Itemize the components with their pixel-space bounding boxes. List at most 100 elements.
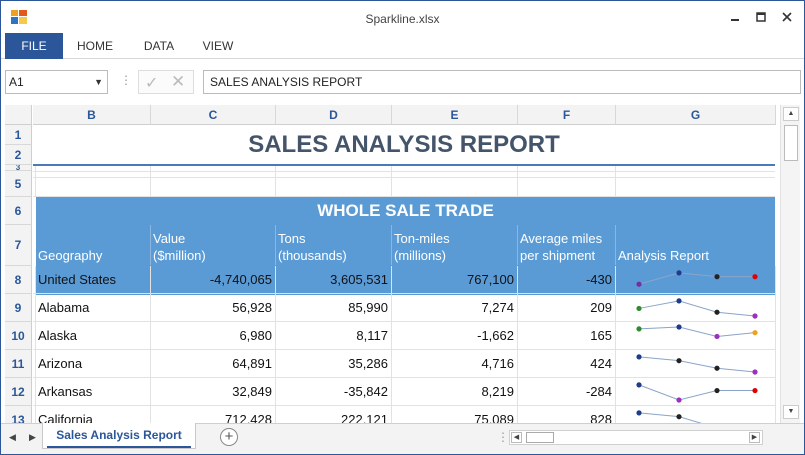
sparkline-marker [676, 397, 682, 403]
cell-analysis-report[interactable] [615, 322, 775, 350]
sparkline-marker [636, 305, 642, 312]
cell-analysis-report[interactable] [615, 406, 775, 423]
row-header-13[interactable]: 13 [5, 406, 32, 423]
cell-ton-miles[interactable]: -1,662 [477, 328, 514, 343]
gridline [150, 266, 151, 423]
cell-tons[interactable]: 3,605,531 [330, 272, 388, 287]
cell-geography[interactable]: Arkansas [38, 384, 93, 399]
cell-ton-miles[interactable]: 7,274 [481, 300, 514, 315]
row-header-3[interactable]: 3 [5, 165, 32, 171]
cell-geography[interactable]: United States [38, 272, 117, 287]
cell-tons[interactable]: 222,121 [341, 412, 388, 423]
sparkline [636, 324, 758, 340]
row-header-11[interactable]: 11 [5, 350, 32, 378]
tab-home[interactable]: HOME [77, 39, 113, 53]
cell-analysis-report[interactable] [615, 294, 775, 322]
vertical-scrollbar[interactable]: ▲ ▼ [780, 105, 800, 423]
column-header-g[interactable]: G [616, 105, 776, 125]
check-icon[interactable]: ✓ [145, 75, 159, 92]
add-sheet-icon[interactable]: + [220, 428, 238, 446]
cell-value[interactable]: 64,891 [232, 356, 272, 371]
cell-average-miles[interactable]: -430 [585, 272, 612, 287]
scroll-thumb[interactable] [784, 125, 798, 161]
maximize-button[interactable] [749, 7, 773, 27]
header-value-text: Value ($million) [153, 231, 206, 263]
row-header-12[interactable]: 12 [5, 378, 32, 406]
cell-tons[interactable]: 85,990 [348, 300, 388, 315]
column-header-b[interactable]: B [33, 105, 151, 125]
column-header-d[interactable]: D [276, 105, 392, 125]
row-header-10[interactable]: 10 [5, 322, 32, 350]
formula-input[interactable]: SALES ANALYSIS REPORT [203, 70, 801, 94]
header-analysis-report[interactable]: Analysis Report [615, 225, 775, 265]
cell-ton-miles[interactable]: 8,219 [481, 384, 514, 399]
scroll-left-icon[interactable]: ◀ [511, 432, 522, 443]
gridline [615, 266, 616, 423]
header-average-miles[interactable]: Average miles per shipment [517, 225, 615, 265]
header-average-miles-text: Average miles per shipment [520, 231, 603, 263]
row-header-9[interactable]: 9 [5, 294, 32, 322]
cell-geography[interactable]: Alabama [38, 300, 90, 315]
worksheet-grid[interactable]: B C D E F G 1 2 3 5 6 7 8 9 10 11 12 13 … [5, 105, 780, 423]
cell-ton-miles[interactable]: 75,089 [474, 412, 514, 423]
close-button[interactable] [775, 7, 799, 27]
report-title[interactable]: SALES ANALYSIS REPORT [33, 125, 775, 165]
name-box[interactable]: A1 ▼ [5, 70, 108, 94]
cell-value[interactable]: 32,849 [232, 384, 272, 399]
scroll-up-icon[interactable]: ▲ [783, 107, 799, 121]
cell-value[interactable]: 6,980 [239, 328, 272, 343]
cell-value[interactable]: 56,928 [232, 300, 272, 315]
select-all-corner[interactable] [5, 105, 32, 125]
cell-geography[interactable]: California [38, 412, 93, 423]
cell-average-miles[interactable]: 424 [590, 356, 612, 371]
cell-geography[interactable]: Alaska [38, 328, 78, 343]
cell-average-miles[interactable]: 165 [590, 328, 612, 343]
cell-value[interactable]: 712,428 [225, 412, 272, 423]
cell-analysis-report[interactable] [615, 266, 775, 294]
table-band-title[interactable]: WHOLE SALE TRADE [317, 201, 494, 220]
header-ton-miles[interactable]: Ton-miles (millions) [391, 225, 517, 265]
header-geography[interactable]: Geography [36, 225, 150, 265]
sparkline-marker [714, 274, 720, 280]
cell-average-miles[interactable]: 828 [590, 412, 612, 423]
column-header-f[interactable]: F [518, 105, 616, 125]
cell-ton-miles[interactable]: 767,100 [467, 272, 514, 287]
cell-geography[interactable]: Arizona [38, 356, 83, 371]
sparkline-marker [676, 324, 682, 330]
tab-data[interactable]: DATA [143, 39, 175, 53]
cell-tons[interactable]: 8,117 [356, 328, 388, 343]
cell-ton-miles[interactable]: 4,716 [481, 356, 514, 371]
row-header-8[interactable]: 8 [5, 266, 32, 294]
header-value[interactable]: Value ($million) [150, 225, 275, 265]
scroll-right-icon[interactable]: ▶ [749, 432, 760, 443]
sparkline-marker [676, 414, 682, 420]
cell-analysis-report[interactable] [615, 378, 775, 406]
cell-value[interactable]: -4,740,065 [209, 272, 272, 287]
cell-tons[interactable]: -35,842 [343, 384, 388, 399]
tab-file[interactable]: FILE [5, 33, 63, 59]
row-header-1[interactable]: 1 [5, 125, 32, 145]
scroll-thumb[interactable] [526, 432, 554, 443]
row-header-7[interactable]: 7 [5, 225, 32, 266]
sheet-next-icon[interactable]: ▶ [29, 432, 36, 442]
scroll-down-icon[interactable]: ▼ [783, 405, 799, 419]
row-header-5[interactable]: 5 [5, 171, 32, 197]
gridline [391, 266, 392, 423]
column-header-e[interactable]: E [392, 105, 518, 125]
sparkline [636, 270, 758, 287]
sheet-tab-sales-analysis-report[interactable]: Sales Analysis Report [42, 423, 196, 449]
tab-view[interactable]: VIEW [202, 39, 234, 53]
row-header-6[interactable]: 6 [5, 197, 32, 225]
horizontal-scrollbar[interactable]: ◀ ▶ [509, 430, 763, 445]
sheet-prev-icon[interactable]: ◀ [9, 432, 16, 442]
minimize-button[interactable] [723, 7, 747, 27]
chevron-down-icon[interactable]: ▼ [94, 77, 103, 87]
column-header-c[interactable]: C [151, 105, 276, 125]
header-tons[interactable]: Tons (thousands) [275, 225, 391, 265]
cell-tons[interactable]: 35,286 [348, 356, 388, 371]
cell-average-miles[interactable]: 209 [590, 300, 612, 315]
row-header-2[interactable]: 2 [5, 145, 32, 165]
cell-analysis-report[interactable] [615, 350, 775, 378]
cell-average-miles[interactable]: -284 [585, 384, 612, 399]
cancel-icon[interactable]: ✕ [171, 72, 186, 91]
